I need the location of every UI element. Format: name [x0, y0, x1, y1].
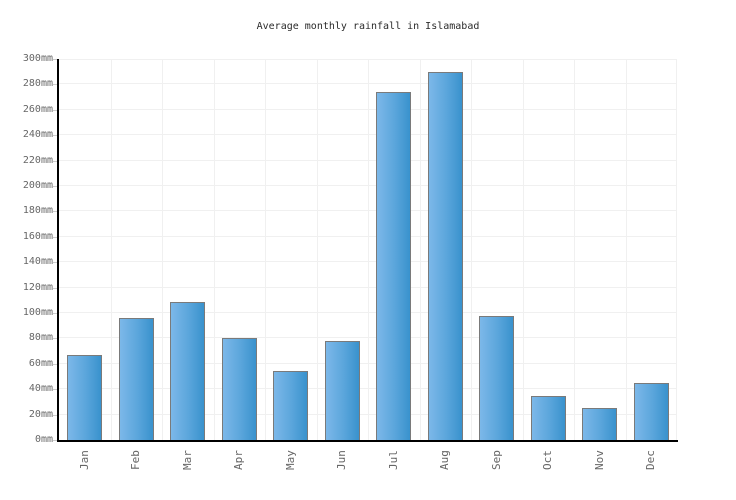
- x-axis-label-mar: Mar: [180, 450, 194, 470]
- y-axis-tick-label: 200mm: [22, 180, 53, 191]
- x-axis-label-jun: Jun: [335, 450, 349, 470]
- x-axis-label-jul: Jul: [386, 450, 400, 470]
- vertical-gridline: [522, 59, 524, 440]
- y-axis-tick: [53, 389, 57, 391]
- vertical-gridline: [471, 59, 472, 440]
- x-axis-line: [57, 440, 678, 442]
- y-axis-tick-label: 140mm: [22, 256, 53, 268]
- bar-jul: [376, 92, 412, 440]
- x-axis-label-sep: Sep: [489, 450, 503, 470]
- x-axis-label-aug: Aug: [438, 450, 452, 470]
- bar-sep: [479, 316, 515, 440]
- y-axis-line: [57, 59, 59, 442]
- vertical-gridline: [162, 59, 163, 440]
- y-axis-tick-label: 280mm: [22, 78, 53, 90]
- y-axis-tick-label: 80mm: [28, 332, 53, 344]
- y-axis-tick: [53, 186, 57, 187]
- vertical-gridline: [265, 59, 266, 440]
- bar-may: [273, 371, 309, 440]
- vertical-gridline: [110, 59, 112, 440]
- y-axis-tick: [53, 313, 57, 314]
- x-axis-label-jan: Jan: [77, 450, 91, 470]
- bar-aug: [427, 72, 463, 440]
- y-axis-tick-label: 240mm: [22, 129, 53, 141]
- y-axis-tick-label: 120mm: [22, 281, 53, 293]
- bar-jun: [324, 341, 360, 440]
- y-axis-tick-label: 100mm: [22, 307, 53, 318]
- bar-dec: [633, 383, 669, 440]
- bar-apr: [221, 338, 257, 440]
- y-axis-tick: [53, 440, 57, 441]
- x-axis-label-may: May: [283, 450, 297, 470]
- bar-jan: [67, 355, 103, 440]
- y-axis-tick: [53, 414, 57, 416]
- y-axis-tick-label: 160mm: [22, 230, 53, 242]
- vertical-gridline: [213, 59, 215, 440]
- y-axis-tick: [53, 236, 57, 238]
- vertical-gridline: [676, 59, 677, 440]
- y-axis-tick-label: 20mm: [28, 408, 53, 420]
- y-axis-tick: [53, 135, 57, 137]
- vertical-gridline: [625, 59, 627, 440]
- vertical-gridline: [316, 59, 318, 440]
- x-axis-label-dec: Dec: [644, 450, 658, 470]
- y-axis-tick: [53, 211, 57, 213]
- y-axis-tick: [53, 262, 57, 264]
- bar-mar: [170, 302, 206, 440]
- y-axis-tick: [53, 160, 57, 162]
- x-axis-label-oct: Oct: [541, 450, 555, 470]
- x-axis-label-apr: Apr: [232, 450, 246, 470]
- y-axis-tick: [53, 338, 57, 340]
- y-axis-tick: [53, 287, 57, 289]
- plot-area: [59, 59, 677, 440]
- x-axis-label-feb: Feb: [129, 450, 143, 470]
- y-axis-tick-label: 40mm: [28, 383, 53, 395]
- vertical-gridline: [574, 59, 575, 440]
- y-axis-tick-label: 260mm: [22, 103, 53, 115]
- vertical-gridline: [419, 59, 421, 440]
- bar-nov: [582, 408, 618, 440]
- y-axis-tick: [53, 363, 57, 365]
- bar-feb: [118, 318, 154, 440]
- y-axis-tick-label: 300mm: [22, 53, 53, 64]
- chart-title: Average monthly rainfall in Islamabad: [256, 21, 480, 32]
- y-axis-tick-label: 180mm: [22, 205, 53, 217]
- y-axis-tick-label: 220mm: [22, 154, 53, 166]
- x-axis-label-nov: Nov: [592, 450, 606, 470]
- y-axis-tick: [53, 59, 57, 60]
- y-axis-tick-label: 0mm: [34, 434, 53, 445]
- y-axis-tick: [53, 109, 57, 111]
- bar-oct: [530, 396, 566, 440]
- vertical-gridline: [368, 59, 369, 440]
- y-axis-tick-label: 60mm: [28, 357, 53, 369]
- y-axis-tick: [53, 84, 57, 86]
